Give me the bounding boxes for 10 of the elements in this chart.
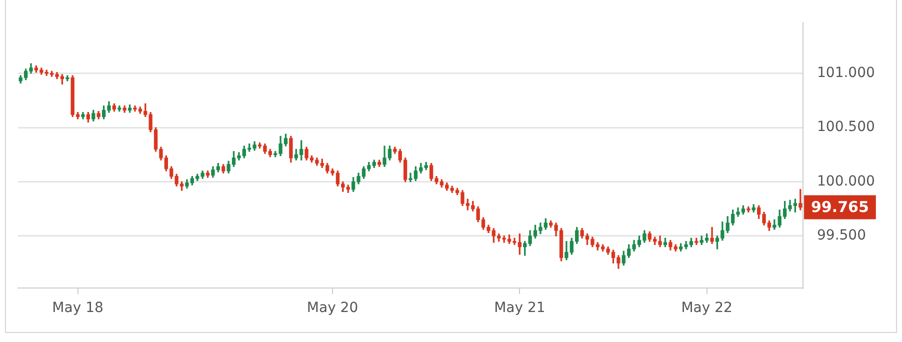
x-tick-label: May 20 [306, 300, 358, 316]
x-tick-label: May 21 [494, 300, 546, 316]
y-tick-label: 101.000 [817, 64, 875, 81]
y-tick-label: 100.500 [817, 119, 875, 136]
text: 99.765 [811, 198, 869, 216]
x-tick-label: May 18 [52, 300, 104, 316]
x-tick-label: May 22 [681, 300, 732, 316]
y-tick-label: 99.500 [817, 228, 866, 244]
y-tick-label: 100.000 [817, 173, 875, 190]
candlestick [710, 226, 714, 244]
